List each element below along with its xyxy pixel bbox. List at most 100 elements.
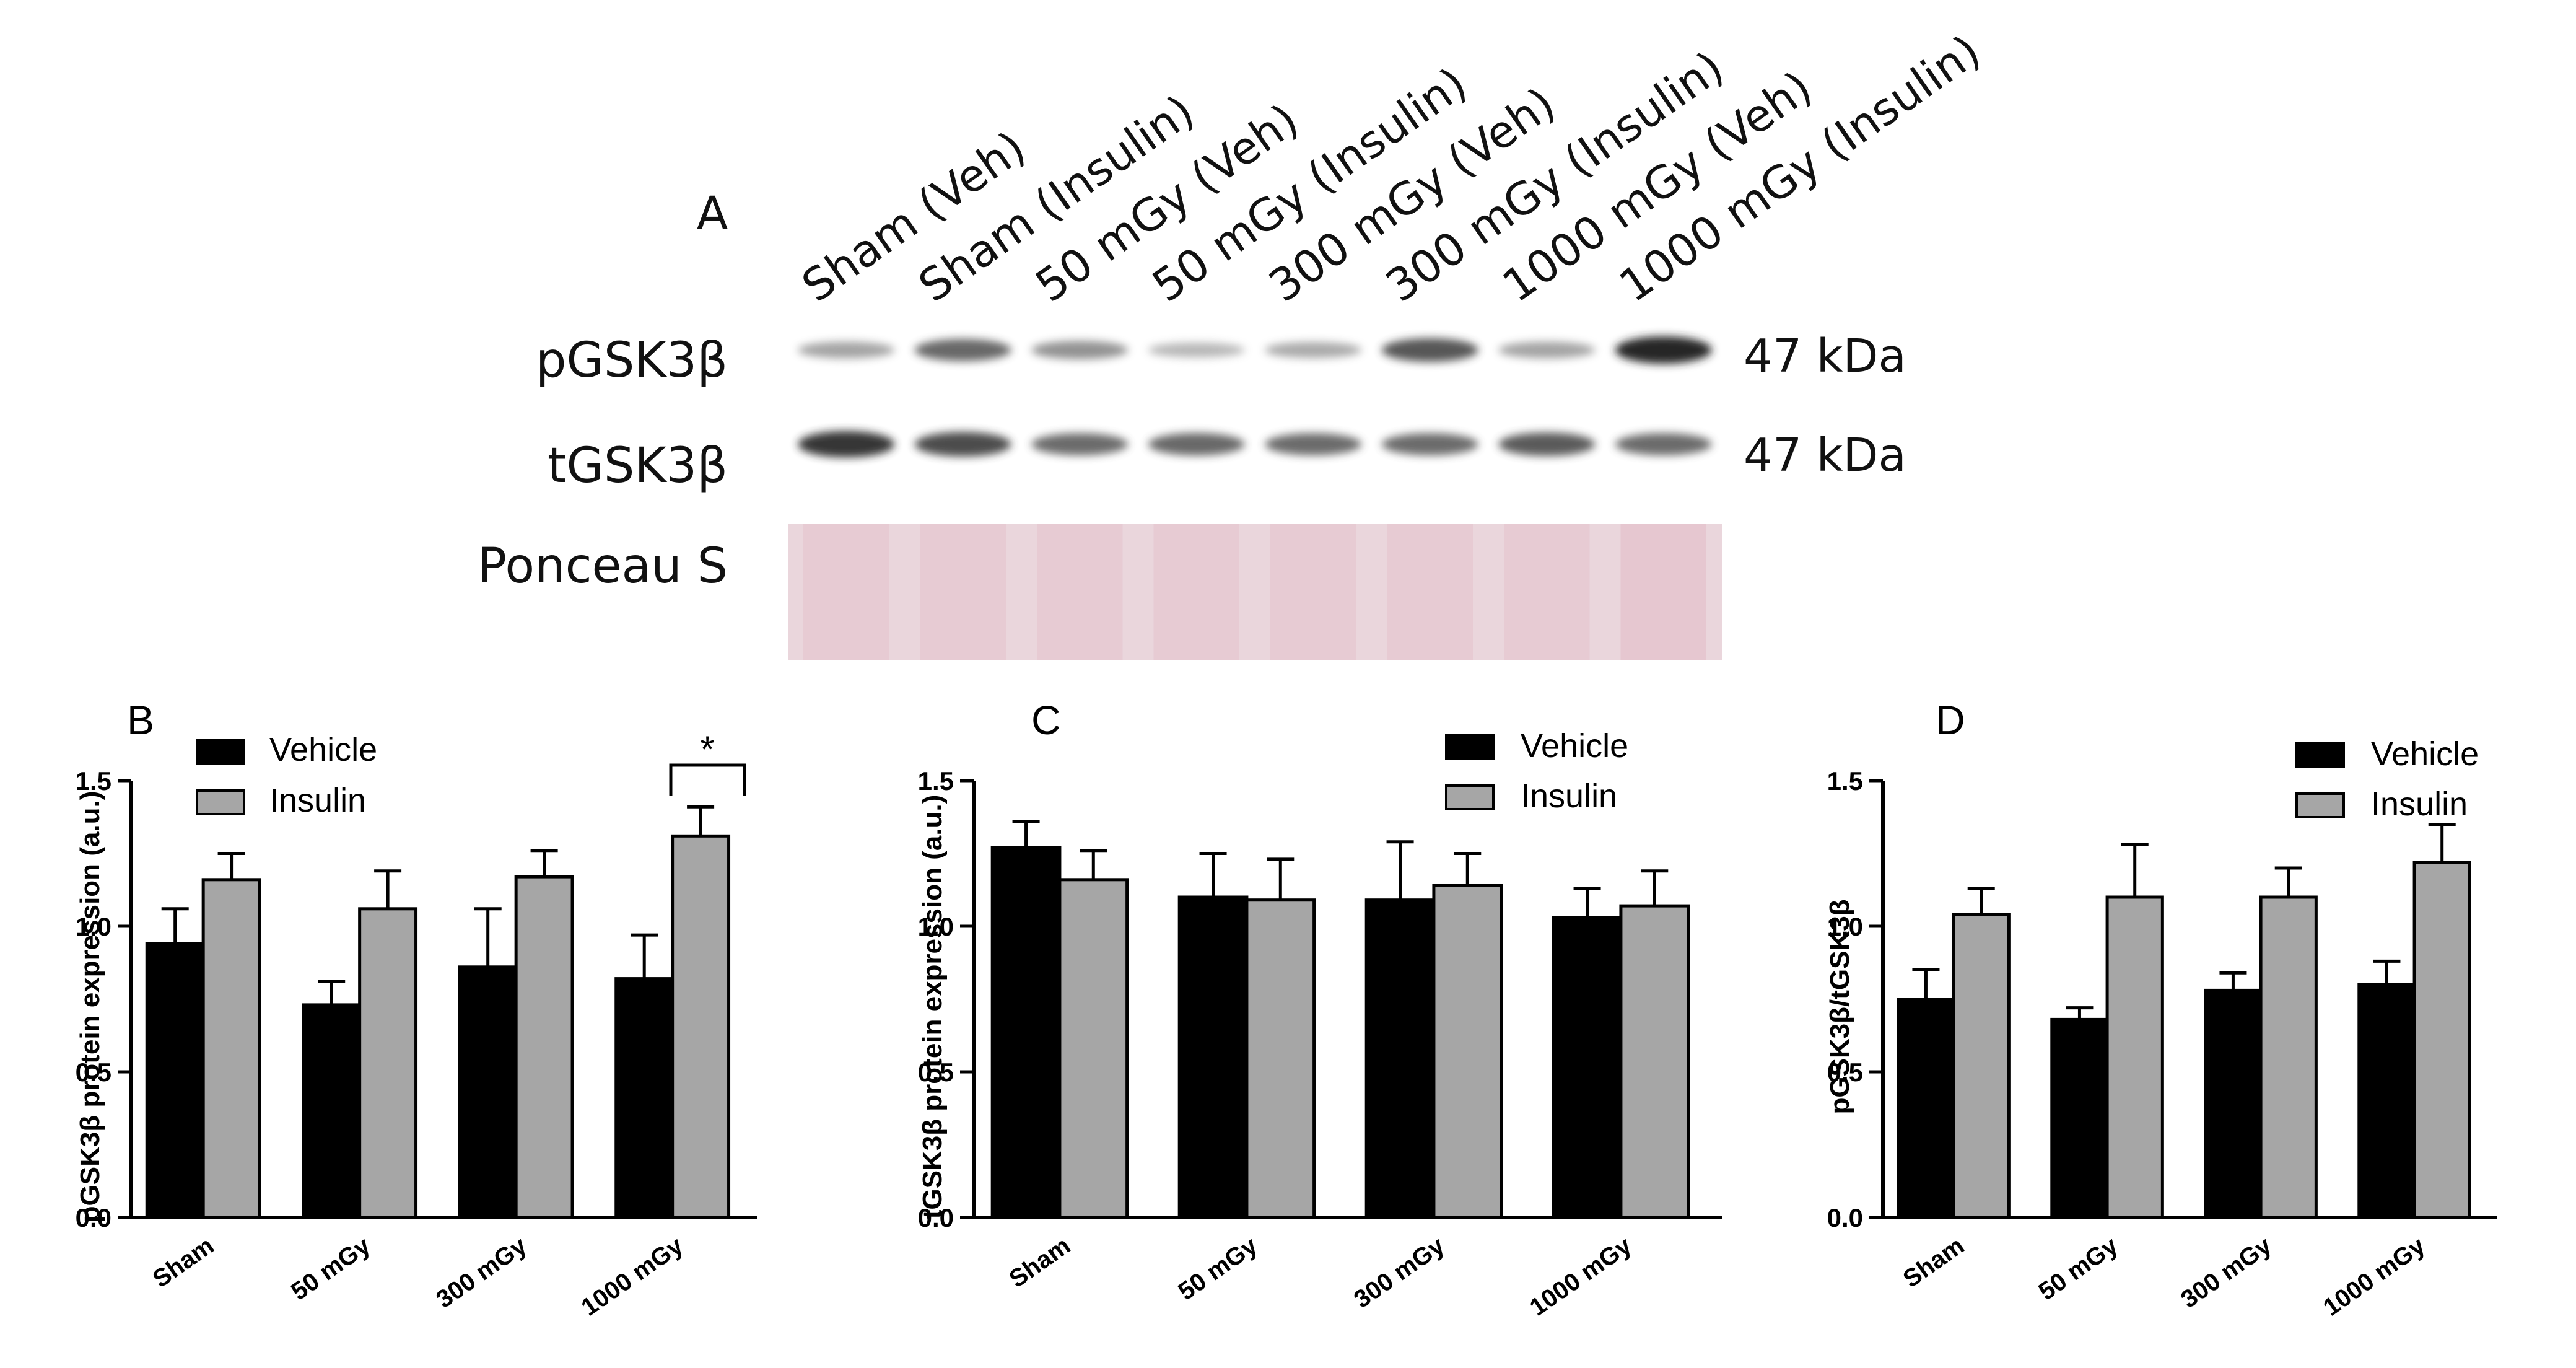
bar-vehicle xyxy=(990,846,1062,1219)
blot-band xyxy=(1498,341,1596,359)
y-tick-label: 1.5 xyxy=(76,766,111,796)
lane-labels: Sham (Veh)Sham (Insulin)50 mGy (Veh)50 m… xyxy=(793,25,1989,312)
legend-label-vehicle: Vehicle xyxy=(269,731,377,768)
bar-vehicle xyxy=(2050,1017,2109,1219)
legend-b: Vehicle Insulin xyxy=(196,731,377,819)
bar-vehicle xyxy=(145,942,205,1219)
legend-swatch-vehicle xyxy=(2295,742,2345,768)
bar-insulin xyxy=(201,878,261,1219)
bar-vehicle xyxy=(2204,988,2263,1219)
panel-label-a: A xyxy=(697,187,728,240)
bar-insulin xyxy=(1245,898,1316,1219)
bar-vehicle xyxy=(2357,983,2416,1219)
blot-band xyxy=(798,341,895,359)
category-label: 50 mGy xyxy=(2034,1232,2123,1305)
error-bars-d xyxy=(1912,823,2456,1020)
legend-label-vehicle: Vehicle xyxy=(2371,735,2479,773)
y-tick-label: 0.0 xyxy=(76,1203,111,1232)
y-tick-label: 0.5 xyxy=(76,1058,111,1087)
bar-vehicle xyxy=(1177,895,1249,1219)
bar-insulin xyxy=(2412,861,2471,1219)
panel-label-b: B xyxy=(127,697,154,743)
ponceau-lane xyxy=(1153,524,1239,660)
category-label: 300 mGy xyxy=(431,1232,531,1313)
category-label: Sham xyxy=(148,1232,219,1293)
y-tick-label: 1.0 xyxy=(76,912,111,941)
bar-vehicle xyxy=(302,1003,362,1219)
blot-band xyxy=(1265,341,1362,359)
bar-insulin xyxy=(1952,913,2011,1219)
ponceau-lane-shading xyxy=(803,524,1706,660)
mw-label-pgsk3b: 47 kDa xyxy=(1744,330,1906,383)
category-label: 1000 mGy xyxy=(2318,1232,2430,1322)
blot-band xyxy=(1265,433,1362,455)
legend-label-insulin: Insulin xyxy=(1521,778,1617,815)
category-label: 50 mGy xyxy=(286,1232,375,1305)
bar-chart-c: C tGSK3β protein expression (a.u.) 0.0 0.… xyxy=(917,697,1722,1322)
bar-vehicle xyxy=(614,977,675,1219)
error-bars-b xyxy=(161,805,715,1005)
y-tick-label: 0.5 xyxy=(1827,1058,1863,1087)
ponceau-stain-strip xyxy=(788,524,1722,660)
ponceau-lane xyxy=(1387,524,1473,660)
legend-label-insulin: Insulin xyxy=(2371,786,2468,823)
legend-swatch-vehicle xyxy=(196,739,245,765)
category-label: Sham xyxy=(1005,1232,1075,1293)
y-tick-label: 1.0 xyxy=(918,912,954,941)
bar-insulin xyxy=(2259,895,2318,1219)
category-label: 1000 mGy xyxy=(1525,1232,1637,1322)
category-label: 300 mGy xyxy=(2176,1232,2276,1313)
bar-vehicle xyxy=(1897,998,1955,1219)
tgsk3b-band-strip xyxy=(798,431,1712,458)
y-tick-label: 0.0 xyxy=(918,1203,954,1232)
blot-band xyxy=(1031,341,1129,359)
panel-label-d: D xyxy=(1936,697,1965,743)
blot-band xyxy=(1381,433,1478,455)
legend-d: Vehicle Insulin xyxy=(2295,735,2479,823)
ticks-b: 0.0 0.5 1.0 1.5 xyxy=(76,766,131,1232)
blot-band xyxy=(1498,432,1596,456)
bar-insulin xyxy=(1619,904,1690,1219)
mw-label-tgsk3b: 47 kDa xyxy=(1744,429,1906,482)
bar-chart-d: D pGSK3β/tGSK3β 0.0 0.5 1.0 1.5 Sham 50 mGy 3… xyxy=(1825,697,2497,1322)
bars-d xyxy=(1897,861,2471,1219)
significance-bracket: * xyxy=(669,729,746,796)
panel-label-c: C xyxy=(1031,697,1061,743)
legend-label-insulin: Insulin xyxy=(269,782,366,819)
y-axis-label-d: pGSK3β/tGSK3β xyxy=(1825,899,1855,1114)
y-tick-label: 1.5 xyxy=(1827,766,1863,796)
ponceau-lane xyxy=(1270,524,1356,660)
category-labels-c: Sham 50 mGy 300 mGy 1000 mGy xyxy=(1005,1232,1637,1322)
bar-vehicle xyxy=(1364,898,1436,1219)
ponceau-lane xyxy=(1037,524,1123,660)
legend-swatch-insulin xyxy=(2295,792,2345,818)
blot-band xyxy=(914,432,1011,457)
ponceau-lane xyxy=(803,524,889,660)
y-tick-label: 0.5 xyxy=(918,1058,954,1087)
bar-insulin xyxy=(1432,884,1503,1219)
blot-band xyxy=(1615,433,1712,455)
y-axis-label-c: tGSK3β protein expression (a.u.) xyxy=(917,795,948,1219)
pgsk3b-band-strip xyxy=(798,336,1712,364)
row-label-ponceau: Ponceau S xyxy=(478,538,728,594)
ticks-c: 0.0 0.5 1.0 1.5 xyxy=(918,766,974,1232)
blot-band xyxy=(1031,433,1129,455)
row-label-pgsk3b: pGSK3β xyxy=(536,333,728,388)
bar-insulin xyxy=(358,907,418,1219)
legend-swatch-vehicle xyxy=(1445,734,1495,760)
blot-band xyxy=(914,338,1011,362)
significance-asterisk: * xyxy=(700,729,714,770)
legend-c: Vehicle Insulin xyxy=(1445,727,1628,815)
bars-b xyxy=(145,834,731,1219)
category-label: 1000 mGy xyxy=(577,1232,689,1322)
category-label: 50 mGy xyxy=(1173,1232,1262,1305)
y-axis-label-b: pGSK3β protein expression (a.u.) xyxy=(75,791,105,1223)
legend-swatch-insulin xyxy=(1445,784,1495,810)
bar-insulin xyxy=(2105,895,2164,1219)
bar-vehicle xyxy=(458,965,518,1219)
row-label-tgsk3b: tGSK3β xyxy=(548,438,728,494)
category-label: Sham xyxy=(1898,1232,1969,1293)
blot-band xyxy=(1381,338,1478,362)
blot-band xyxy=(1615,336,1712,364)
